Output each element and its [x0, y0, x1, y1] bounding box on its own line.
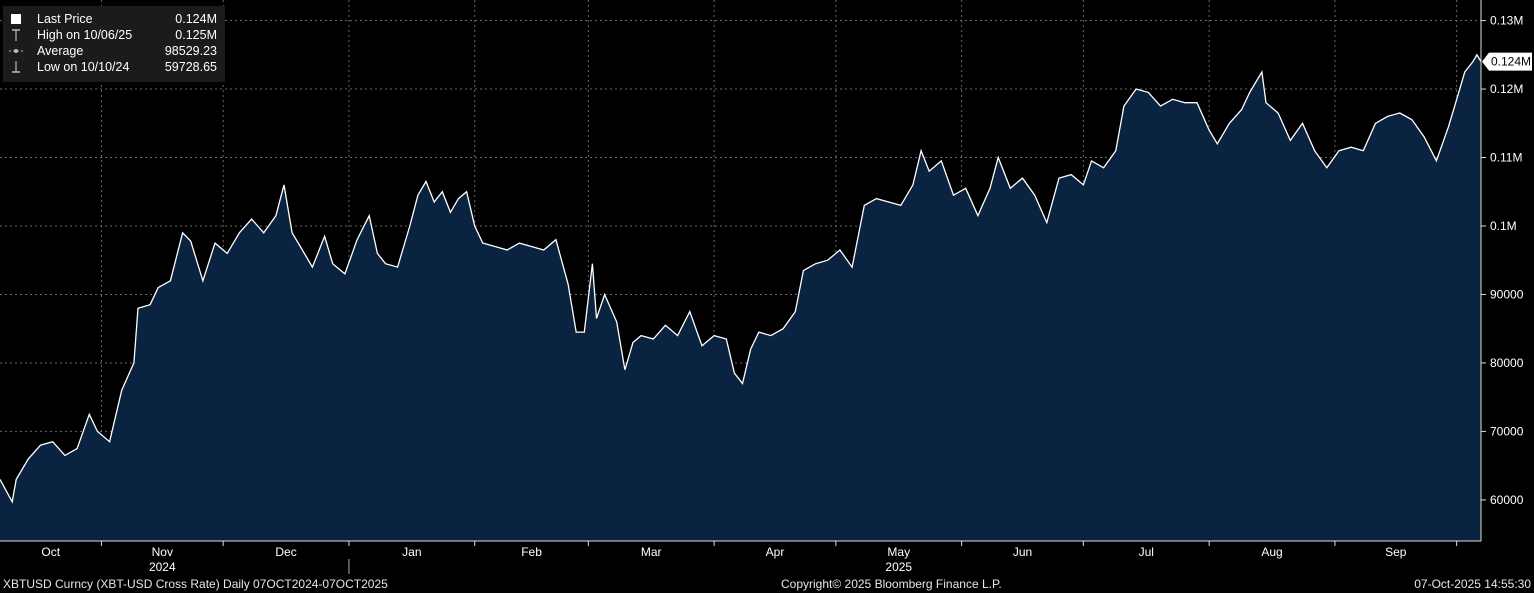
x-month-label: May: [887, 545, 910, 559]
last-price-tag-text: 0.124M: [1491, 55, 1531, 69]
y-axis-ticks: 60000 70000 80000 90000 0.1M 0.11M 0.12M 0.13M: [1481, 14, 1524, 507]
y-tick-label: 90000: [1490, 287, 1524, 301]
y-tick-label: 80000: [1490, 356, 1524, 370]
legend-row-average: Average 98529.23: [3, 43, 225, 59]
average-line-icon: [9, 49, 23, 53]
y-tick-label: 0.12M: [1490, 82, 1523, 96]
legend-row-high: High on 10/06/25 0.125M: [3, 27, 225, 43]
x-year-label: 2025: [885, 560, 912, 574]
legend-label: High on 10/06/25: [37, 28, 133, 42]
y-tick-label: 0.1M: [1490, 219, 1517, 233]
y-tick-label: 0.11M: [1490, 151, 1522, 165]
last-price-tag-shape: [1482, 52, 1532, 71]
x-month-label: Nov: [152, 545, 173, 559]
last-price-tag: 0.124M: [1482, 52, 1532, 71]
low-marker-icon: [12, 61, 20, 73]
x-month-label: Dec: [275, 545, 296, 559]
x-month-label: Oct: [41, 545, 60, 559]
legend-value: 0.125M: [175, 28, 217, 42]
x-month-label: Jun: [1013, 545, 1032, 559]
x-month-label: Mar: [641, 545, 662, 559]
footer-security-description: XBTUSD Curncy (XBT-USD Cross Rate) Daily…: [3, 577, 388, 591]
legend-label: Average: [37, 44, 84, 58]
legend-box: Last Price 0.124M High on 10/06/25 0.125…: [3, 6, 225, 82]
y-tick-label: 60000: [1490, 493, 1524, 507]
legend-label: Low on 10/10/24: [37, 60, 130, 74]
high-marker-icon: [12, 29, 20, 41]
legend-label: Last Price: [37, 12, 93, 26]
x-month-label: Jan: [402, 545, 421, 559]
legend-value: 98529.23: [164, 44, 217, 58]
x-axis-ticks: Oct Nov Dec Jan Feb Mar Apr May Jun Jul Aug Sep 2024…: [41, 541, 1458, 574]
y-tick-label: 70000: [1490, 424, 1524, 438]
y-tick-label: 0.13M: [1490, 14, 1523, 28]
x-month-label: Apr: [766, 545, 785, 559]
x-month-label: Sep: [1385, 545, 1407, 559]
white-square-icon: [11, 14, 21, 24]
footer-timestamp: 07-Oct-2025 14:55:30: [1414, 577, 1531, 591]
x-month-label: Feb: [521, 545, 542, 559]
price-line: [0, 53, 1482, 504]
footer-copyright: Copyright© 2025 Bloomberg Finance L.P.: [781, 577, 1002, 591]
legend-value: 0.124M: [175, 12, 217, 26]
legend-row-last-price: Last Price 0.124M: [3, 11, 225, 27]
x-month-label: Jul: [1139, 545, 1154, 559]
x-year-label: 2024: [149, 560, 176, 574]
legend-value: 59728.65: [164, 60, 217, 74]
legend-row-low: Low on 10/10/24 59728.65: [3, 59, 225, 75]
x-month-label: Aug: [1261, 545, 1282, 559]
price-area: [0, 54, 1481, 542]
